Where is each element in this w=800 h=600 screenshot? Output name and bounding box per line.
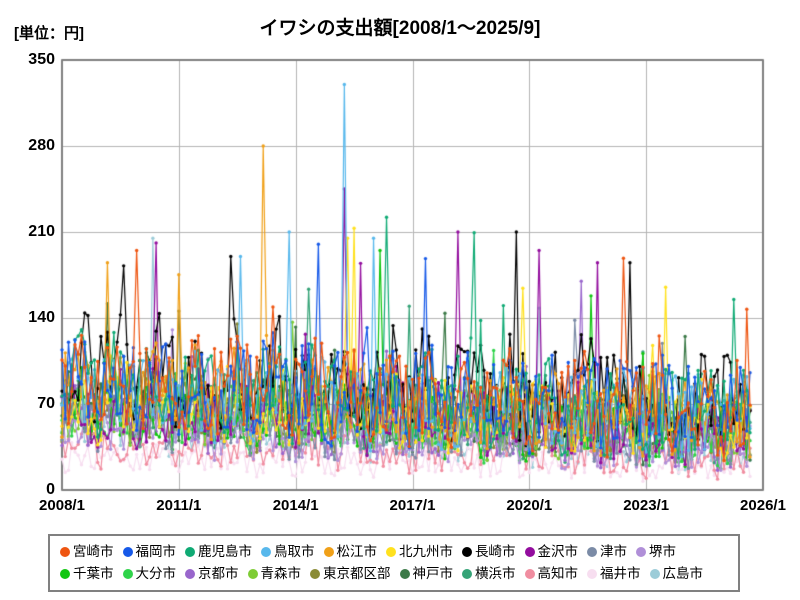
y-axis-tick-label: 0 (46, 481, 55, 498)
y-axis-tick-label: 140 (28, 309, 55, 326)
legend-series-label: 神戸市 (412, 566, 454, 581)
x-axis-tick-label: 2017/1 (389, 497, 436, 514)
legend-series-label: 高知市 (537, 566, 579, 581)
legend-series-label: 千葉市 (73, 566, 114, 581)
x-axis-tick-label: 2023/1 (623, 497, 670, 514)
y-axis-tick-label: 280 (28, 137, 55, 154)
legend-item: 大分市 (122, 563, 177, 585)
legend-item: 横浜市 (462, 563, 516, 585)
legend-series-dot (524, 569, 535, 579)
legend-item: 神戸市 (399, 563, 454, 585)
legend-item: 金沢市 (524, 541, 579, 563)
legend-series-dot (310, 569, 320, 579)
legend-item: 高知市 (524, 563, 579, 585)
legend-series-label: 横浜市 (475, 566, 516, 581)
legend-series-label: 福井市 (600, 566, 641, 581)
legend-item: 青森市 (247, 563, 302, 585)
legend-item: 松江市 (323, 541, 378, 563)
legend-item: 北九州市 (386, 541, 453, 563)
legend-item: 長崎市 (462, 541, 516, 563)
legend-item: 東京都区部 (310, 563, 391, 585)
legend-series-dot (122, 547, 133, 557)
legend-item: 津市 (587, 541, 627, 563)
legend-series-dot (636, 547, 646, 557)
legend-series-label: 津市 (600, 544, 627, 559)
legend-series-dot (587, 569, 597, 579)
legend: 宮崎市 福岡市 鹿児島市 鳥取市 松江市 北九州市 長崎市 金沢市 津市 堺市千葉市 大分市 京都市 青… (48, 534, 740, 592)
y-axis-tick-label: 70 (37, 395, 55, 412)
legend-series-dot (185, 569, 195, 579)
legend-series-dot (649, 569, 660, 579)
legend-series-label: 長崎市 (475, 544, 516, 559)
x-axis-tick-label: 2008/1 (39, 497, 85, 514)
legend-series-dot (122, 569, 133, 579)
legend-series-label: 京都市 (198, 566, 239, 581)
legend-series-dot (60, 569, 70, 579)
y-axis-tick-label: 350 (28, 51, 55, 68)
x-axis-tick-label: 2020/1 (506, 497, 553, 514)
legend-item: 広島市 (649, 563, 704, 585)
legend-item: 京都市 (185, 563, 239, 585)
legend-item: 宮崎市 (60, 541, 114, 563)
legend-series-label: 松江市 (336, 544, 378, 559)
legend-series-dot (323, 547, 334, 557)
legend-series-dot (185, 547, 195, 557)
legend-series-dot (386, 547, 396, 557)
legend-item: 鳥取市 (261, 541, 315, 563)
legend-series-dot (462, 547, 472, 557)
legend-series-label: 堺市 (649, 544, 676, 559)
legend-item: 福井市 (587, 563, 641, 585)
legend-item: 堺市 (636, 541, 676, 563)
legend-series-dot (247, 569, 258, 579)
legend-series-label: 金沢市 (537, 544, 579, 559)
legend-series-label: 北九州市 (399, 544, 453, 559)
legend-series-label: 広島市 (662, 566, 704, 581)
legend-series-label: 東京都区部 (323, 566, 391, 581)
legend-series-dot (60, 547, 70, 557)
legend-item: 福岡市 (122, 541, 177, 563)
x-axis-tick-label: 2011/1 (156, 497, 202, 514)
x-axis-tick-label: 2014/1 (272, 497, 319, 514)
legend-series-dot (462, 569, 472, 579)
legend-series-label: 鳥取市 (274, 544, 315, 559)
legend-series-label: 鹿児島市 (198, 544, 252, 559)
legend-series-label: 大分市 (135, 566, 177, 581)
legend-series-dot (261, 547, 271, 557)
y-axis-tick-label: 210 (28, 223, 55, 240)
legend-item: 千葉市 (60, 563, 114, 585)
legend-series-dot (399, 569, 410, 579)
x-axis-tick-label: 2026/1 (740, 497, 786, 514)
legend-item: 鹿児島市 (185, 541, 252, 563)
legend-series-dot (524, 547, 535, 557)
legend-series-label: 宮崎市 (73, 544, 114, 559)
legend-series-label: 青森市 (260, 566, 302, 581)
legend-series-dot (587, 547, 597, 557)
legend-series-label: 福岡市 (135, 544, 177, 559)
